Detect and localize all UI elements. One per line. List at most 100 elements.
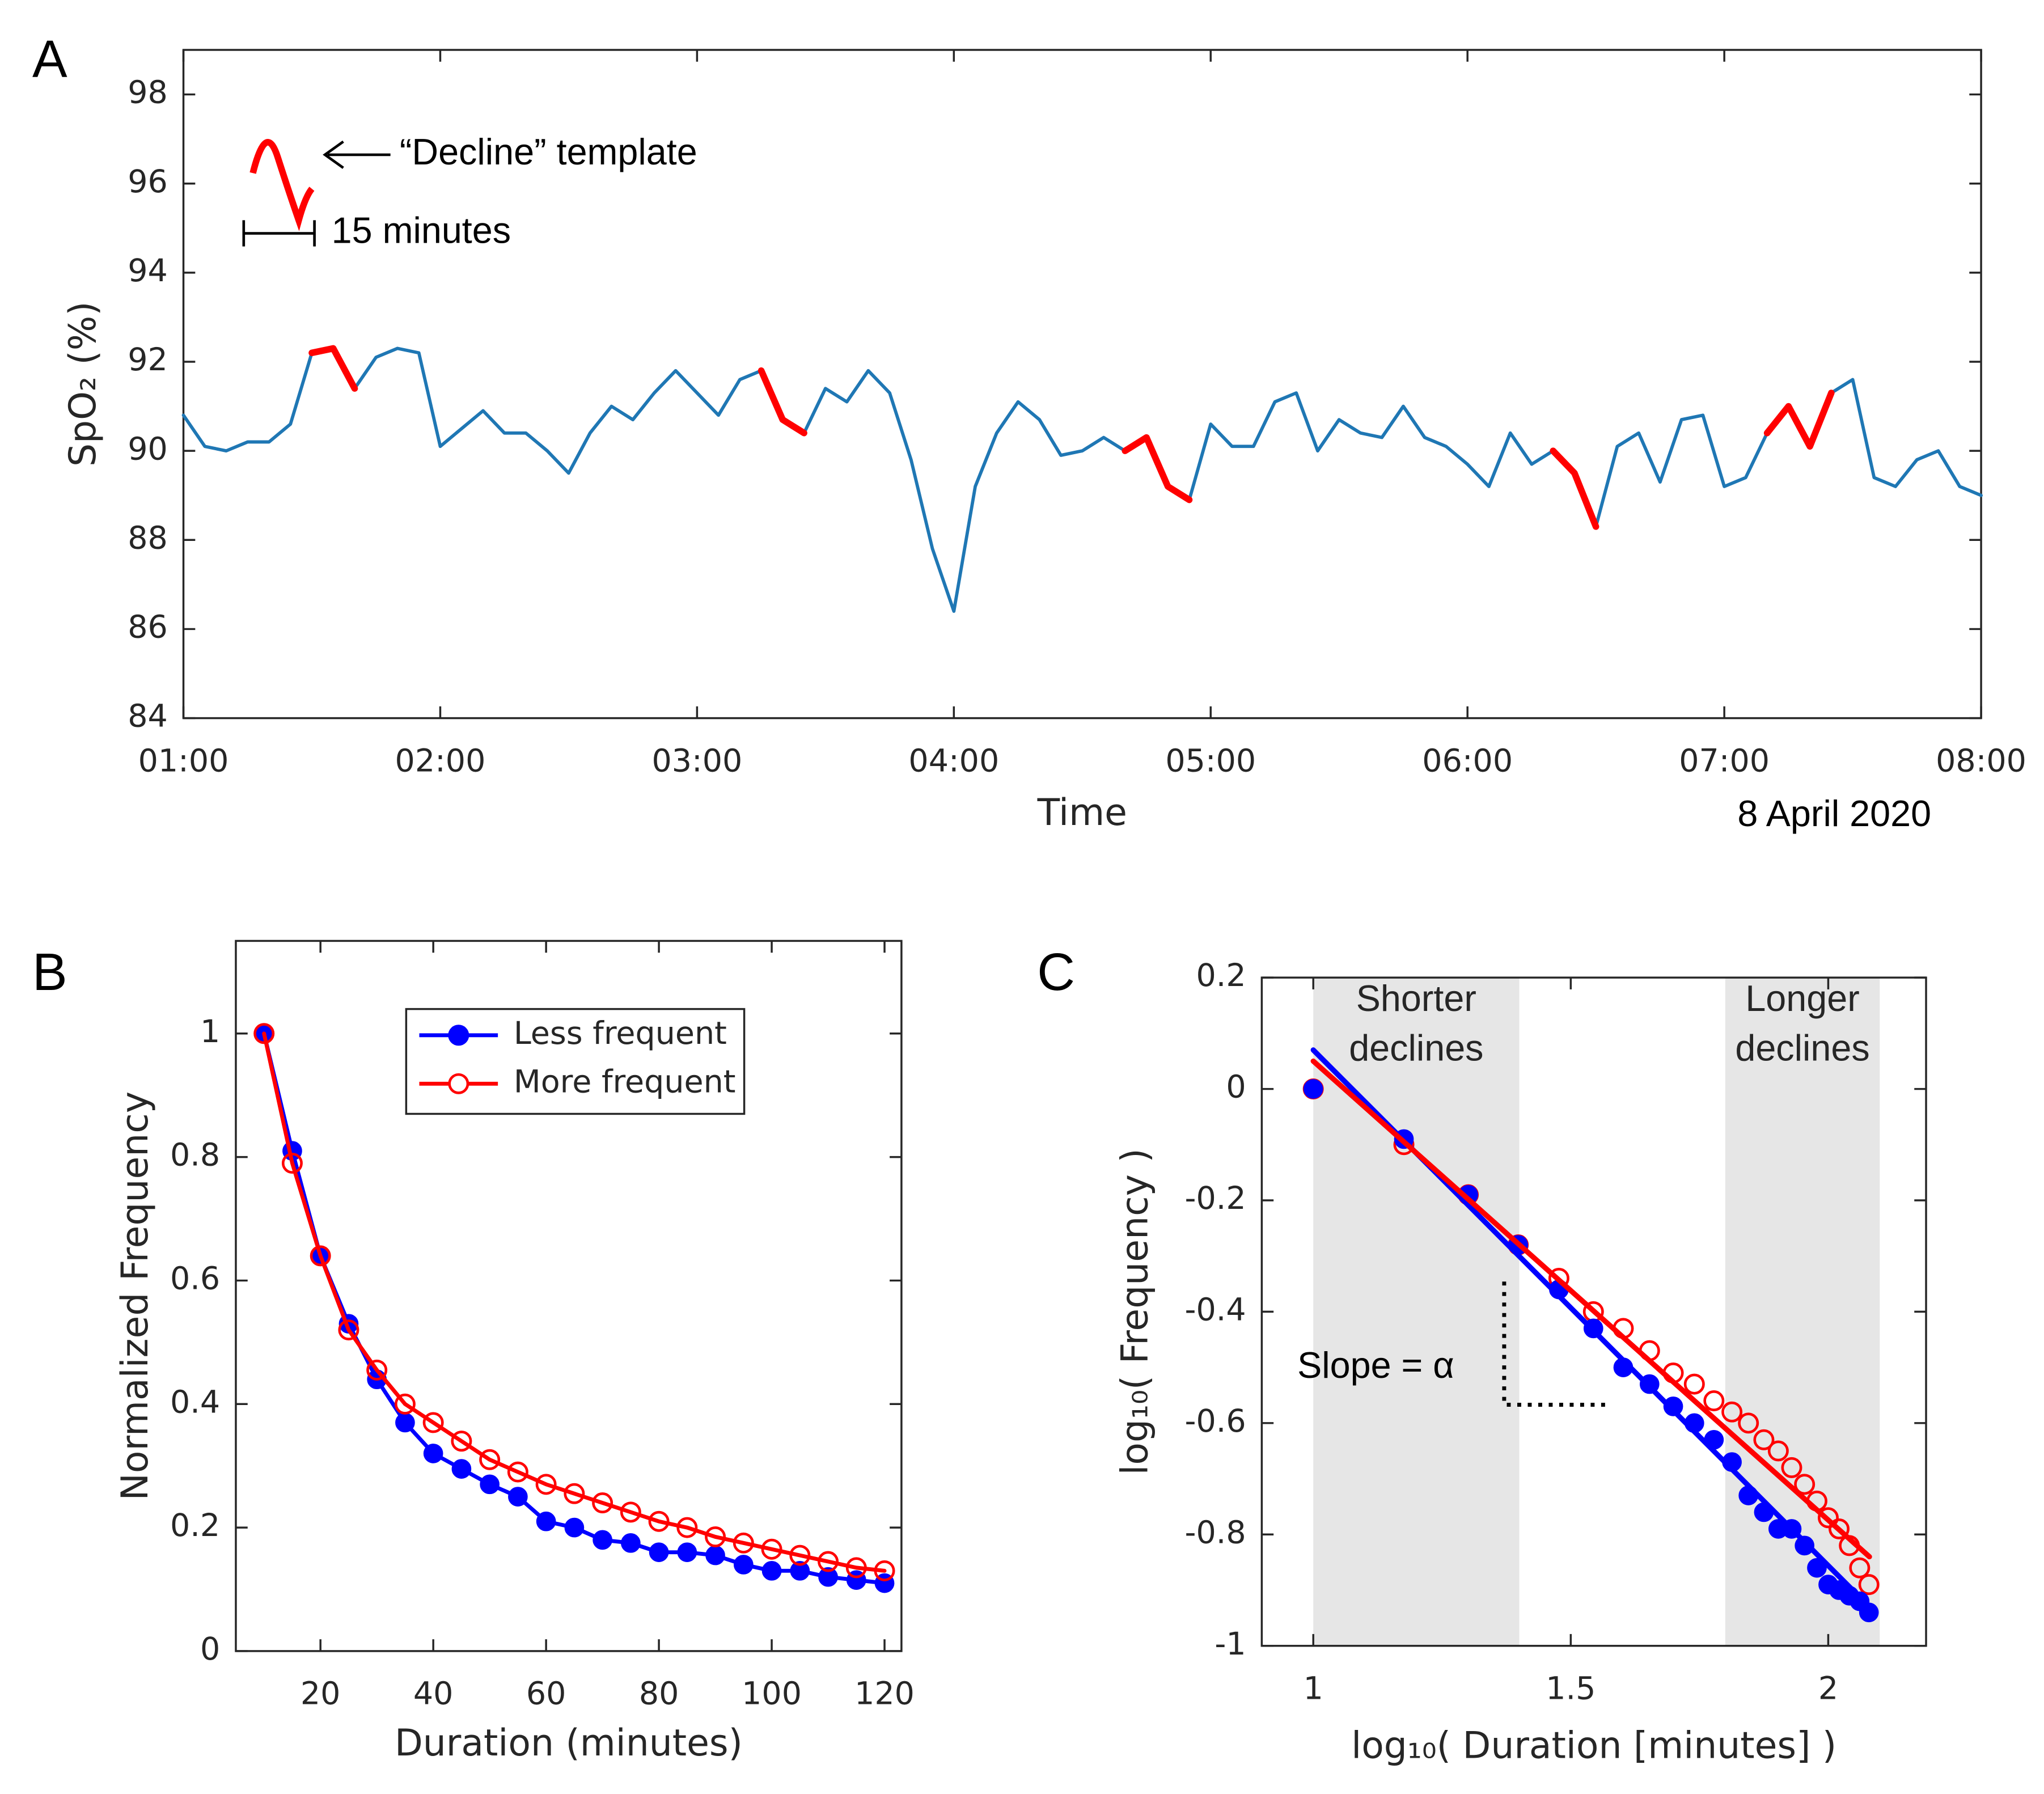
y-tick-label: 0 [200,1631,220,1668]
x-axis-label: log₁₀( Duration [minutes] ) [1351,1724,1836,1767]
data-point [1738,1412,1759,1434]
data-point [733,1532,754,1554]
data-point [423,1444,443,1463]
data-point [1721,1401,1743,1423]
panel-label: B [32,942,67,1001]
x-tick-label: 08:00 [1936,743,2026,779]
x-tick-label: 02:00 [395,743,486,779]
data-point [564,1517,585,1538]
series-line [308,345,1835,530]
y-tick-label: -0.6 [1184,1403,1246,1440]
annotation: 15 minutes [332,210,511,251]
data-point [395,1412,415,1433]
panel-label: C [1037,942,1075,1001]
data-point [1753,1429,1775,1450]
data-point [508,1487,528,1507]
data-point [1303,1079,1323,1099]
data-point [1794,1474,1816,1495]
scale-bar [242,220,316,247]
y-tick-label: 90 [128,431,168,467]
arrow-head [323,140,344,169]
x-tick-label: 01:00 [138,743,229,779]
data-point [790,1561,810,1581]
data-point [507,1461,528,1483]
panel-label: A [32,29,67,88]
y-tick-label: 0.2 [170,1508,220,1544]
data-point [535,1474,557,1495]
x-tick-label: 20 [301,1676,341,1712]
y-tick-label: -0.2 [1184,1181,1246,1217]
y-tick-label: 0.4 [170,1384,220,1420]
data-point [761,1538,782,1560]
data-point [1849,1557,1871,1579]
x-axis-label: Duration (minutes) [395,1722,743,1765]
data-point [1817,1507,1839,1529]
x-tick-label: 1.5 [1546,1670,1596,1707]
data-point [593,1530,612,1550]
data-point [310,1245,331,1267]
x-tick-label: 03:00 [651,743,742,779]
data-point [705,1545,725,1565]
y-tick-label: -0.4 [1184,1292,1246,1328]
y-tick-label: -1 [1214,1626,1246,1662]
data-point [1795,1535,1815,1556]
x-tick-label: 60 [526,1676,566,1712]
y-tick-label: 98 [128,75,168,111]
y-axis-label: log₁₀( Frequency ) [1114,1148,1156,1475]
y-tick-label: 1 [200,1014,220,1050]
legend-label: Less frequent [514,1016,727,1052]
data-point [789,1545,811,1566]
region-label: Shorter [1356,978,1476,1019]
x-tick-label: 100 [742,1676,802,1712]
y-tick-label: 86 [128,610,168,646]
y-tick-label: -0.8 [1184,1514,1246,1551]
data-point [564,1483,585,1504]
plot-box [182,49,1982,720]
data-point [620,1501,641,1523]
data-point [253,1023,275,1044]
y-tick-label: 88 [128,520,168,556]
y-tick-label: 84 [128,699,168,735]
data-point [536,1511,556,1531]
data-point [592,1492,613,1514]
data-point [845,1557,867,1579]
y-tick-label: 0.6 [170,1261,220,1297]
data-point [480,1474,500,1495]
y-tick-label: 94 [128,253,168,289]
annotation: Slope = α [1297,1344,1454,1386]
data-point [422,1412,444,1433]
fit-line [1310,1058,1872,1560]
data-point [1683,1373,1705,1395]
y-axis-label: Normalized Frequency [114,1091,156,1501]
data-point [1829,1518,1850,1539]
data-point [818,1567,838,1587]
data-point [1767,1440,1789,1462]
annotation: 8 April 2020 [1737,793,1931,834]
x-tick-label: 2 [1818,1670,1838,1707]
data-point [676,1517,698,1538]
data-point [281,1153,303,1174]
data-point [1858,1574,1880,1596]
region-label: declines [1735,1027,1869,1069]
annotation: “Decline” template [400,131,697,172]
data-point [479,1449,501,1470]
x-tick-label: 07:00 [1679,743,1770,779]
y-axis-label: SpO₂ (%) [62,302,104,467]
x-tick-label: 06:00 [1422,743,1513,779]
x-tick-label: 40 [413,1676,454,1712]
legend-marker [448,1025,469,1046]
x-tick-label: 05:00 [1165,743,1256,779]
data-point [761,1561,782,1581]
data-point [338,1319,359,1341]
data-point [1663,1397,1683,1416]
y-tick-label: 96 [128,164,168,200]
data-point [677,1542,697,1562]
template-wave [249,139,315,231]
region-label: Longer [1745,978,1859,1019]
legend-label: More frequent [514,1064,736,1100]
data-point [874,1560,895,1581]
data-point [1781,1457,1802,1478]
y-tick-label: 0.8 [170,1137,220,1174]
